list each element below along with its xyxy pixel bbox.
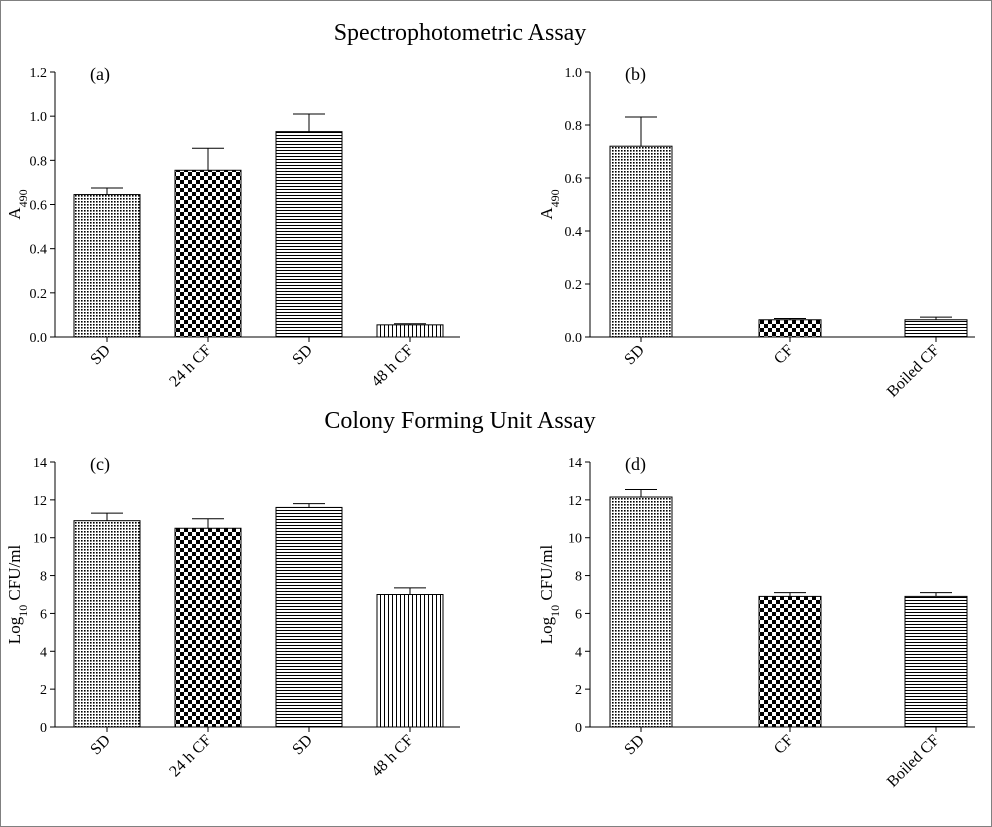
category-label: SD: [87, 732, 113, 758]
category-label: SD: [621, 342, 647, 368]
y-tick-label: 12: [33, 494, 47, 509]
cfu-title: Colony Forming Unit Assay: [324, 408, 595, 434]
y-tick-label: 2: [575, 683, 582, 698]
y-tick-label: 0.2: [30, 287, 48, 302]
y-tick-label: 14: [568, 456, 582, 471]
category-label: 24 h CF: [166, 732, 215, 781]
y-tick-label: 1.0: [565, 66, 583, 81]
y-tick-label: 0.4: [565, 225, 583, 240]
category-label: SD: [289, 732, 315, 758]
spectrophotometric-title: Spectrophotometric Assay: [334, 20, 587, 46]
category-label: CF: [771, 732, 797, 758]
y-tick-label: 4: [575, 645, 582, 660]
y-axis-label: Log10 CFU/ml: [537, 545, 562, 645]
y-tick-label: 0: [40, 721, 47, 736]
bar: [174, 169, 242, 338]
bar: [376, 594, 444, 728]
category-label: 48 h CF: [368, 342, 417, 391]
y-axis-label: A490: [537, 189, 562, 219]
bar: [73, 194, 141, 338]
bar: [758, 319, 822, 338]
y-tick-label: 0.6: [565, 172, 583, 187]
bar: [904, 595, 968, 728]
y-tick-label: 1.2: [30, 66, 48, 81]
panel-a-chart: 0.0 0.2 0.4 0.6 0.8 1.0 1.2 SD 24 h CF SD 48 h CF (…: [5, 64, 460, 390]
panel-c-chart: 0 2 4 6 8 10 12 14 SD 24 h CF SD 48 h CF (c) Log10 CF…: [5, 454, 460, 780]
y-tick-label: 0.8: [565, 119, 583, 134]
y-tick-label: 6: [40, 607, 47, 622]
y-tick-label: 0.4: [30, 243, 48, 258]
panel-label: (b): [625, 64, 646, 85]
y-tick-label: 4: [40, 645, 47, 660]
category-label: 24 h CF: [166, 342, 215, 391]
bar: [73, 520, 141, 728]
bar: [609, 145, 673, 338]
y-tick-label: 0.0: [565, 331, 583, 346]
category-label: SD: [289, 342, 315, 368]
bar: [609, 496, 673, 728]
y-tick-label: 8: [40, 570, 47, 585]
y-axis-label: Log10 CFU/ml: [5, 545, 30, 645]
y-tick-label: 14: [33, 456, 47, 471]
y-tick-label: 0.0: [30, 331, 48, 346]
y-tick-label: 0.6: [30, 199, 48, 214]
y-tick-label: 6: [575, 607, 582, 622]
category-label: CF: [771, 342, 797, 368]
category-label: SD: [87, 342, 113, 368]
bar: [904, 319, 968, 338]
bar: [174, 527, 242, 728]
bar: [376, 324, 444, 338]
bar: [275, 506, 343, 728]
category-label: Boiled CF: [884, 342, 943, 401]
y-tick-label: 0: [575, 721, 582, 736]
bar: [758, 595, 822, 728]
y-tick-label: 0.2: [565, 278, 583, 293]
panel-label: (c): [90, 454, 110, 475]
y-axis-label: A490: [5, 189, 30, 219]
panel-b-chart: 0.0 0.2 0.4 0.6 0.8 1.0 SD CF Boiled CF (b) A490: [537, 64, 975, 401]
bar: [275, 131, 343, 338]
y-tick-label: 10: [33, 532, 47, 547]
panel-label: (a): [90, 64, 110, 85]
panel-d-chart: 0 2 4 6 8 10 12 14 SD CF Boiled CF (d) Log10 CFU/ml: [537, 454, 975, 791]
y-tick-label: 12: [568, 494, 582, 509]
y-tick-label: 2: [40, 683, 47, 698]
category-label: Boiled CF: [884, 732, 943, 791]
y-tick-label: 10: [568, 532, 582, 547]
category-label: SD: [621, 732, 647, 758]
panel-label: (d): [625, 454, 646, 475]
y-tick-label: 0.8: [30, 154, 48, 169]
y-tick-label: 8: [575, 570, 582, 585]
category-label: 48 h CF: [368, 732, 417, 781]
y-tick-label: 1.0: [30, 110, 48, 125]
